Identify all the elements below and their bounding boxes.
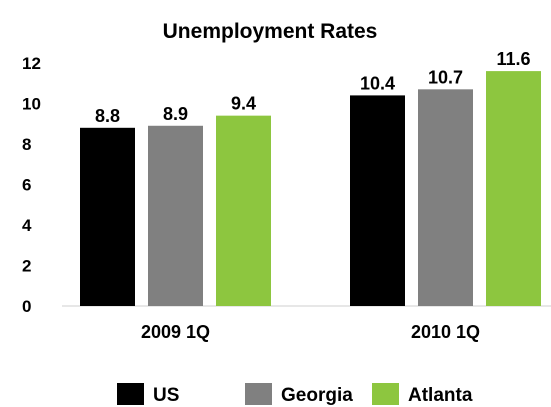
legend-label: Atlanta: [408, 385, 473, 406]
data-labels: 8.8 10.4 8.9 10.7 9.4 11.6: [95, 49, 531, 126]
bar-atlanta-2: [486, 71, 541, 306]
bar-georgia-1: [148, 125, 203, 307]
y-tick-label: 12: [22, 54, 41, 73]
y-tick-label: 4: [22, 216, 32, 235]
y-axis: 0 2 4 6 8 10 12: [22, 54, 41, 316]
bar-georgia-2: [418, 89, 473, 306]
bars: [80, 71, 541, 307]
legend: US Georgia Atlanta: [117, 383, 473, 406]
legend-label: Georgia: [281, 385, 353, 406]
category-label: 2009 1Q: [141, 322, 210, 342]
chart-title: Unemployment Rates: [163, 20, 378, 43]
data-label: 9.4: [231, 94, 256, 114]
data-label: 10.4: [360, 73, 395, 93]
data-label: 11.6: [496, 49, 530, 69]
y-tick-label: 2: [22, 257, 31, 276]
data-label: 8.8: [95, 106, 120, 126]
legend-swatch-georgia: [245, 383, 272, 405]
legend-swatch-atlanta: [372, 383, 399, 405]
category-label: 2010 1Q: [411, 322, 480, 342]
y-tick-label: 8: [22, 135, 31, 154]
bar-us-1: [80, 127, 135, 306]
data-label: 8.9: [163, 104, 188, 124]
legend-swatch-us: [117, 383, 144, 405]
legend-label: US: [153, 385, 179, 406]
y-tick-label: 10: [22, 95, 41, 114]
bar-atlanta-1: [216, 115, 271, 307]
data-label: 10.7: [428, 67, 463, 87]
bar-us-2: [350, 95, 405, 307]
y-tick-label: 0: [22, 297, 31, 316]
category-labels: 2009 1Q 2010 1Q: [141, 322, 480, 342]
y-tick-label: 6: [22, 176, 31, 195]
